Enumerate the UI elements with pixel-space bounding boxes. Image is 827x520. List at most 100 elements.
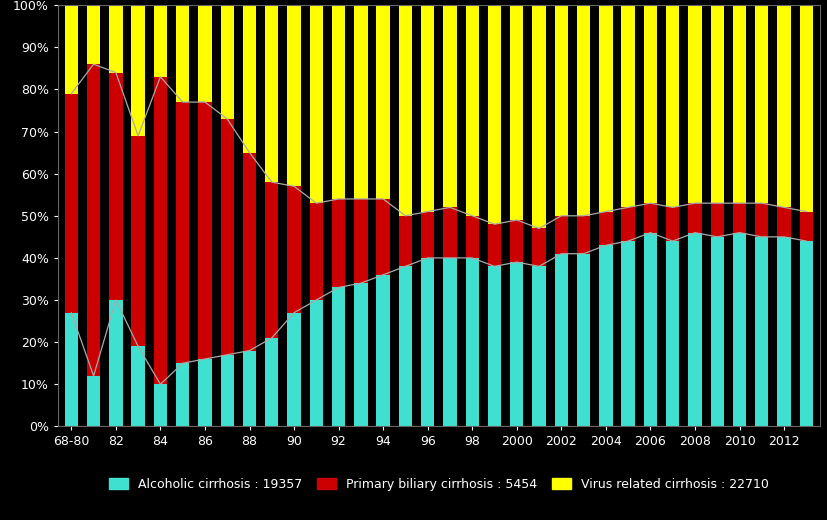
Bar (643, 5, 657, 203)
Bar (687, 5, 700, 203)
Bar (242, 153, 256, 350)
Bar (109, 5, 122, 73)
Legend: Alcoholic cirrhosis : 19357, Primary biliary cirrhosis : 5454, Virus related cir: Alcoholic cirrhosis : 19357, Primary bil… (104, 473, 772, 496)
Bar (576, 216, 590, 254)
Bar (576, 5, 590, 216)
Bar (242, 5, 256, 153)
Bar (509, 262, 523, 426)
Bar (777, 237, 790, 426)
Bar (376, 275, 390, 426)
Bar (621, 5, 634, 207)
Bar (87, 376, 100, 426)
Bar (198, 5, 212, 102)
Bar (354, 5, 367, 199)
Bar (799, 212, 812, 241)
Bar (554, 254, 567, 426)
Bar (754, 5, 767, 203)
Bar (242, 350, 256, 426)
Bar (265, 5, 278, 182)
Bar (532, 5, 545, 228)
Bar (799, 5, 812, 212)
Bar (710, 237, 723, 426)
Bar (220, 5, 234, 119)
Bar (220, 119, 234, 355)
Bar (399, 266, 412, 426)
Bar (309, 300, 323, 426)
Bar (687, 203, 700, 232)
Bar (354, 283, 367, 426)
Bar (710, 203, 723, 237)
Bar (554, 5, 567, 216)
Bar (442, 5, 457, 207)
Bar (332, 199, 345, 288)
Bar (376, 199, 390, 275)
Bar (754, 237, 767, 426)
Bar (621, 241, 634, 426)
Bar (665, 5, 679, 207)
Bar (420, 212, 434, 258)
Bar (442, 258, 457, 426)
Bar (599, 5, 612, 212)
Bar (576, 254, 590, 426)
Bar (131, 5, 145, 136)
Bar (131, 346, 145, 426)
Bar (532, 228, 545, 266)
Bar (176, 363, 189, 426)
Bar (487, 224, 500, 266)
Bar (176, 102, 189, 363)
Bar (176, 5, 189, 102)
Bar (131, 136, 145, 346)
Bar (109, 73, 122, 300)
Bar (265, 338, 278, 426)
Bar (643, 203, 657, 232)
Bar (509, 5, 523, 220)
Bar (65, 94, 78, 313)
Bar (777, 5, 790, 207)
Bar (754, 203, 767, 237)
Bar (777, 207, 790, 237)
Bar (509, 220, 523, 262)
Bar (399, 5, 412, 216)
Bar (154, 5, 167, 77)
Bar (599, 245, 612, 426)
Bar (420, 5, 434, 212)
Bar (332, 288, 345, 426)
Bar (465, 258, 478, 426)
Bar (198, 102, 212, 359)
Bar (465, 5, 478, 216)
Bar (599, 212, 612, 245)
Bar (799, 241, 812, 426)
Bar (687, 232, 700, 426)
Bar (732, 232, 745, 426)
Bar (154, 384, 167, 426)
Bar (332, 5, 345, 199)
Bar (710, 5, 723, 203)
Bar (309, 5, 323, 203)
Bar (354, 199, 367, 283)
Bar (554, 216, 567, 254)
Bar (665, 241, 679, 426)
Bar (220, 355, 234, 426)
Bar (732, 203, 745, 232)
Bar (465, 216, 478, 258)
Bar (198, 359, 212, 426)
Bar (442, 207, 457, 258)
Bar (154, 77, 167, 384)
Bar (732, 5, 745, 203)
Bar (376, 5, 390, 199)
Bar (487, 5, 500, 224)
Bar (643, 232, 657, 426)
Bar (287, 186, 300, 313)
Bar (109, 300, 122, 426)
Bar (265, 182, 278, 338)
Bar (621, 207, 634, 241)
Bar (665, 207, 679, 241)
Bar (487, 266, 500, 426)
Bar (287, 5, 300, 186)
Bar (65, 313, 78, 426)
Bar (87, 64, 100, 376)
Bar (87, 5, 100, 64)
Bar (532, 266, 545, 426)
Bar (287, 313, 300, 426)
Bar (65, 5, 78, 94)
